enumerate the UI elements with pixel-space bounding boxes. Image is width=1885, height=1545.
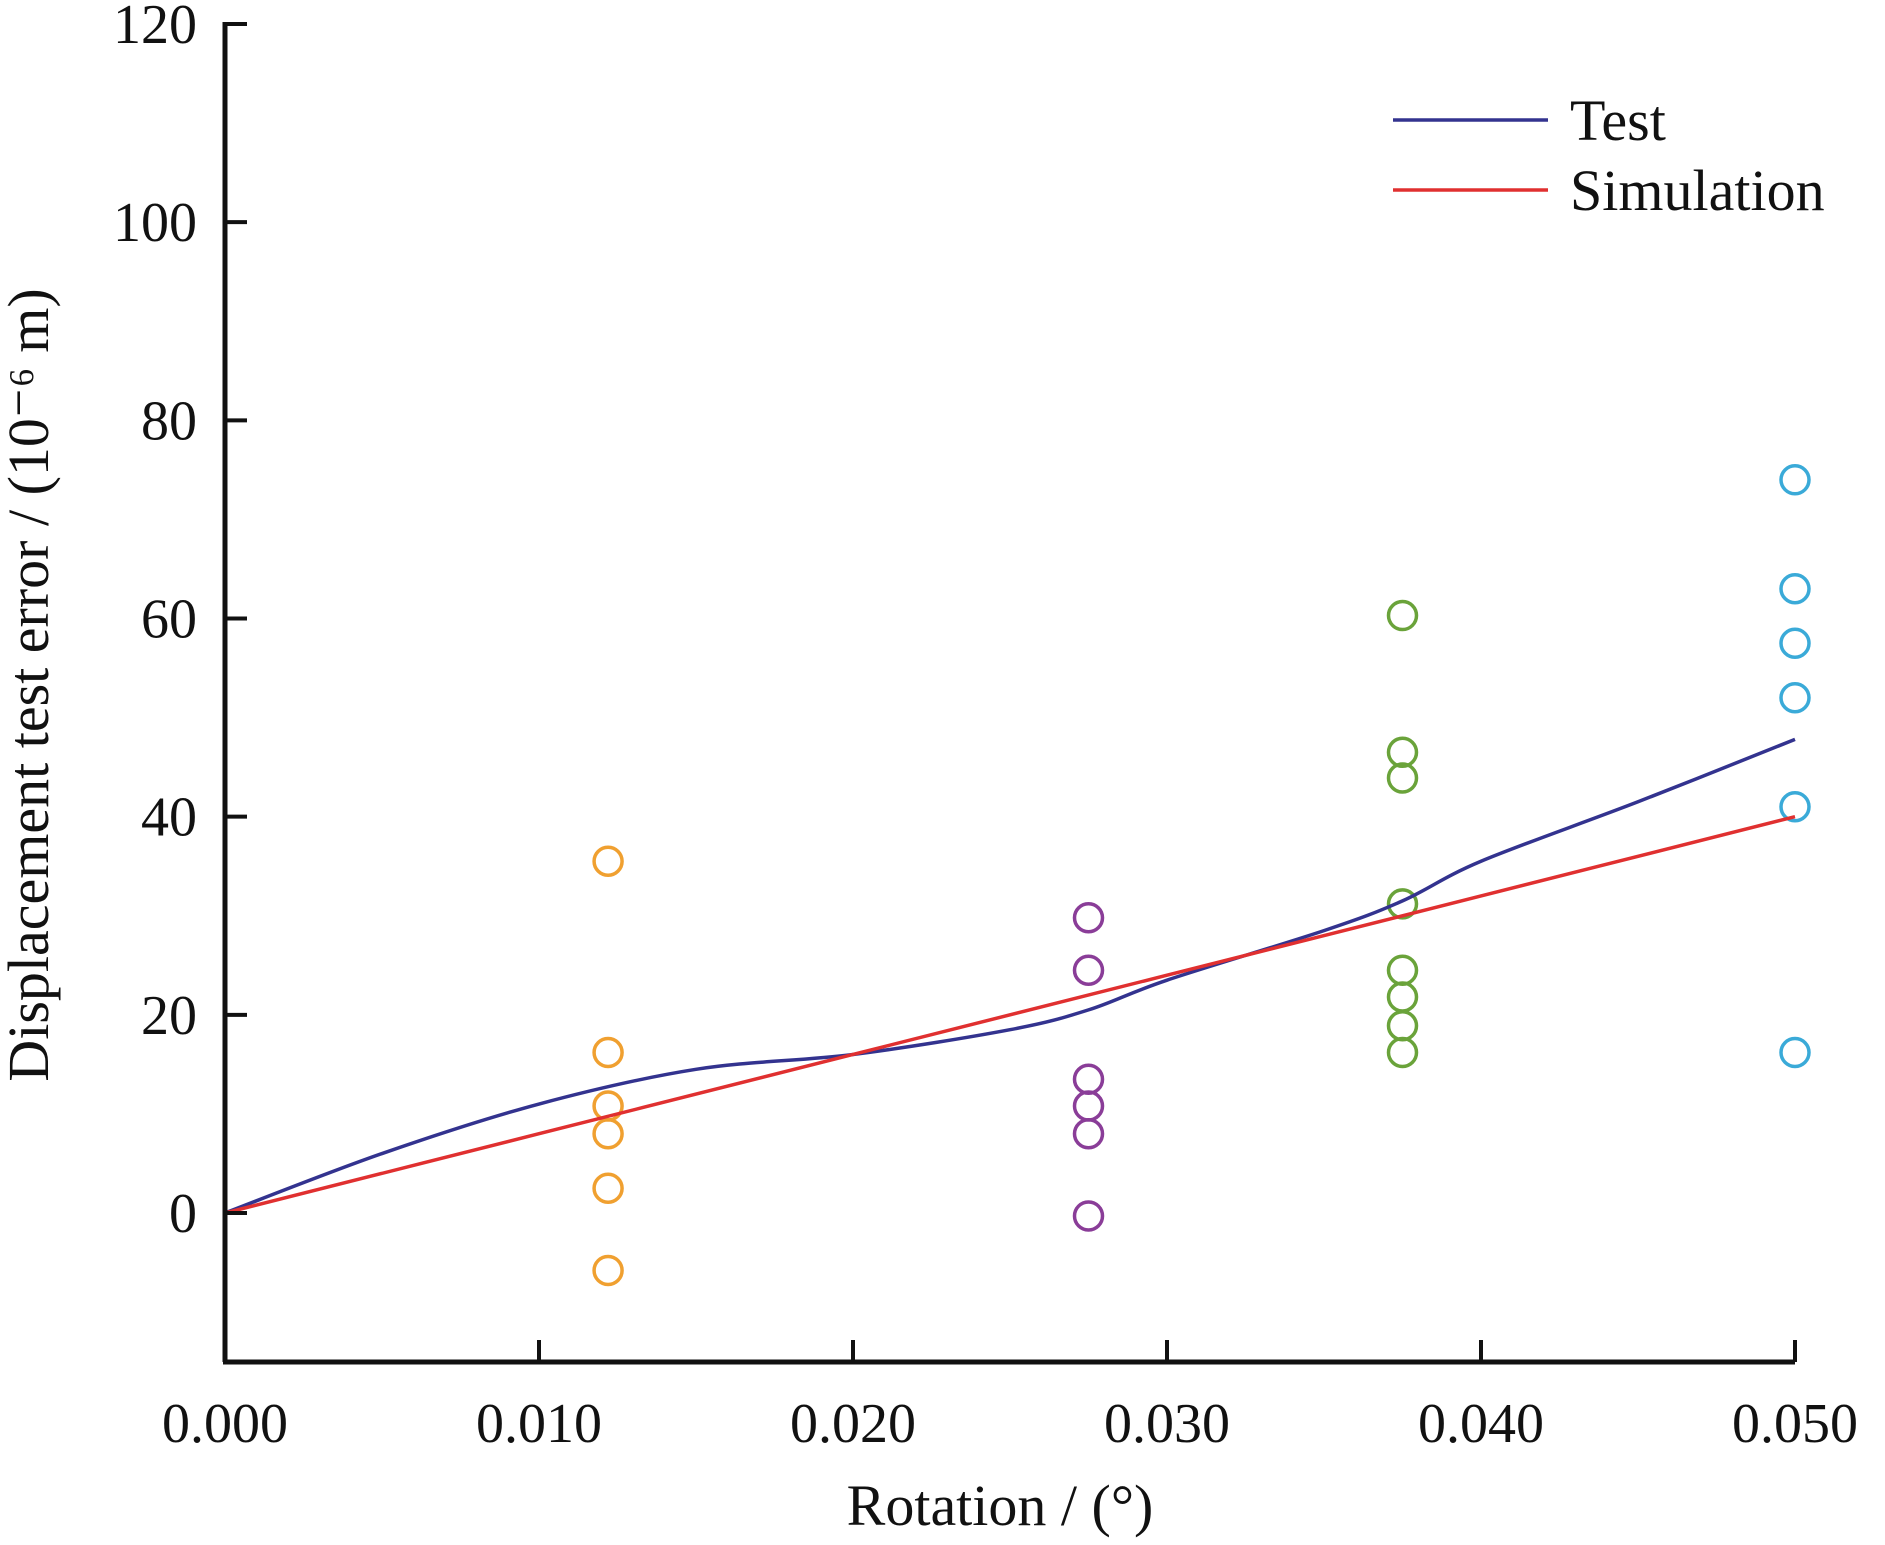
x-tick-label: 0.040 <box>1418 1393 1544 1455</box>
data-point <box>1072 1200 1105 1232</box>
series-line-simulation <box>224 814 1796 1215</box>
y-tick-label: 20 <box>141 985 197 1047</box>
data-point <box>1779 791 1811 823</box>
x-axis-title: Rotation / (°) <box>847 1473 1154 1538</box>
x-tick-label: 0.010 <box>476 1393 602 1455</box>
axes: 0 20 40 60 80 100 120 0.000 0.010 0.020 0.030 0.040… <box>113 0 1858 1455</box>
plot-area <box>224 464 1811 1287</box>
data-point <box>592 1117 624 1150</box>
data-point <box>1072 1063 1105 1095</box>
data-point <box>1779 627 1811 660</box>
x-tick-label: 0.020 <box>790 1393 916 1455</box>
data-point <box>1386 599 1419 632</box>
y-axis-title: Displacement test error / (10⁻⁶ m) <box>0 288 61 1081</box>
data-point <box>1779 573 1811 605</box>
x-tick-label: 0.050 <box>1732 1393 1858 1455</box>
x-tick-label: 0.030 <box>1104 1393 1230 1455</box>
data-point <box>1386 736 1419 769</box>
data-point <box>592 1036 624 1069</box>
data-point <box>1779 1036 1811 1069</box>
legend-label-simulation: Simulation <box>1570 158 1825 223</box>
data-point <box>1779 682 1811 714</box>
y-tick-label: 120 <box>113 0 197 56</box>
data-point <box>1072 1090 1105 1122</box>
data-point <box>592 1254 624 1287</box>
legend-label-test: Test <box>1570 88 1666 153</box>
data-point <box>1072 901 1105 934</box>
data-point <box>1386 981 1419 1013</box>
data-point <box>1386 1036 1419 1069</box>
data-point <box>1779 464 1811 496</box>
y-tick-label: 80 <box>141 390 197 452</box>
x-tick-label: 0.000 <box>162 1393 288 1455</box>
data-point <box>1386 888 1419 920</box>
y-tick-label: 0 <box>169 1183 197 1245</box>
y-tick-label: 60 <box>141 589 197 651</box>
data-point <box>1386 762 1419 794</box>
data-point <box>1072 954 1105 986</box>
data-point <box>592 1172 624 1204</box>
data-point <box>1072 1117 1105 1150</box>
data-point <box>1386 1009 1419 1042</box>
data-point <box>1386 954 1419 986</box>
y-tick-label: 40 <box>141 787 197 849</box>
series-line-test <box>224 737 1796 1215</box>
data-point <box>592 845 624 878</box>
y-tick-label: 100 <box>113 192 197 254</box>
